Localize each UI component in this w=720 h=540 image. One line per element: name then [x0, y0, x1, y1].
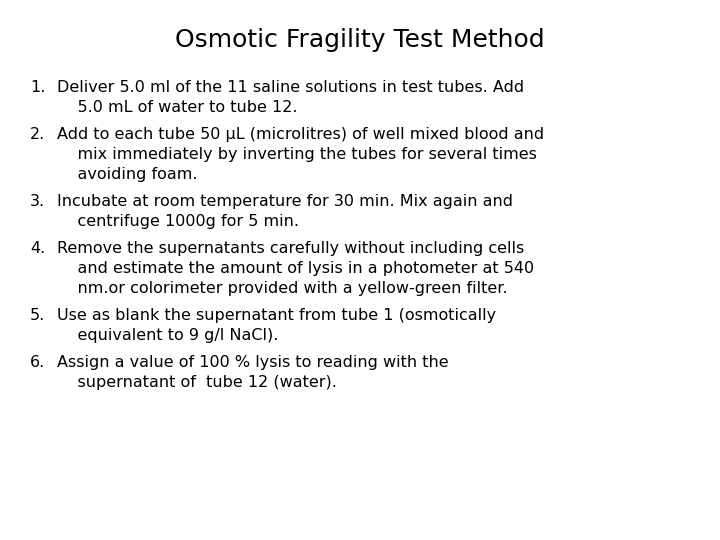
Text: 4.: 4. [30, 241, 45, 256]
Text: 6.: 6. [30, 355, 45, 370]
Text: Use as blank the supernatant from tube 1 (osmotically: Use as blank the supernatant from tube 1… [57, 308, 496, 323]
Text: Add to each tube 50 μL (microlitres) of well mixed blood and: Add to each tube 50 μL (microlitres) of … [57, 127, 544, 142]
Text: equivalent to 9 g/l NaCl).: equivalent to 9 g/l NaCl). [57, 328, 279, 343]
Text: centrifuge 1000g for 5 min.: centrifuge 1000g for 5 min. [57, 214, 299, 229]
Text: Remove the supernatants carefully without including cells: Remove the supernatants carefully withou… [57, 241, 524, 256]
Text: Assign a value of 100 % lysis to reading with the: Assign a value of 100 % lysis to reading… [57, 355, 449, 370]
Text: mix immediately by inverting the tubes for several times: mix immediately by inverting the tubes f… [57, 147, 537, 162]
Text: Incubate at room temperature for 30 min. Mix again and: Incubate at room temperature for 30 min.… [57, 194, 513, 209]
Text: 3.: 3. [30, 194, 45, 209]
Text: supernatant of  tube 12 (water).: supernatant of tube 12 (water). [57, 375, 337, 390]
Text: 2.: 2. [30, 127, 45, 142]
Text: avoiding foam.: avoiding foam. [57, 167, 197, 182]
Text: 5.: 5. [30, 308, 45, 323]
Text: Deliver 5.0 ml of the 11 saline solutions in test tubes. Add: Deliver 5.0 ml of the 11 saline solution… [57, 80, 524, 95]
Text: nm.or colorimeter provided with a yellow-green filter.: nm.or colorimeter provided with a yellow… [57, 281, 508, 296]
Text: and estimate the amount of lysis in a photometer at 540: and estimate the amount of lysis in a ph… [57, 261, 534, 276]
Text: 1.: 1. [30, 80, 45, 95]
Text: 5.0 mL of water to tube 12.: 5.0 mL of water to tube 12. [57, 100, 297, 115]
Text: Osmotic Fragility Test Method: Osmotic Fragility Test Method [175, 28, 545, 52]
